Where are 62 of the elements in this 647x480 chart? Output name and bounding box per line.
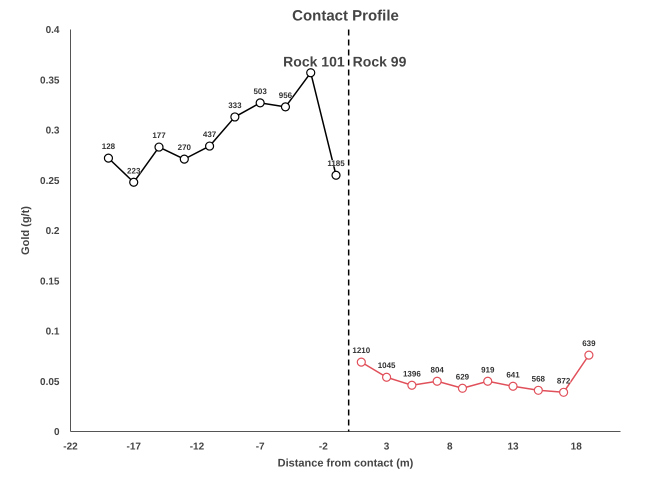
point <box>356 358 366 367</box>
annotation: 177 <box>152 131 166 140</box>
y-tick-label: 0.3 <box>46 126 60 136</box>
point <box>559 388 568 397</box>
annotation: 1210 <box>352 346 371 356</box>
annotation: 333 <box>228 100 242 110</box>
annotation: 872 <box>556 376 571 386</box>
x-tick-label: 13 <box>507 442 520 452</box>
point <box>280 102 290 112</box>
point <box>508 382 518 391</box>
annotation: 568 <box>532 374 546 384</box>
annotation: 128 <box>102 142 116 152</box>
point <box>407 380 416 390</box>
point <box>584 350 594 360</box>
x-axis-title: Distance from contact (m) <box>278 458 414 470</box>
annotation: 641 <box>506 370 520 380</box>
annotation: Rock 101 <box>283 54 345 70</box>
point <box>129 178 138 187</box>
y-tick-label: 0.15 <box>40 276 60 288</box>
x-tick-label: -12 <box>190 442 205 452</box>
point <box>331 170 341 180</box>
point <box>204 141 214 151</box>
x-tick-label: 3 <box>384 442 390 452</box>
annotation: 223 <box>127 166 141 176</box>
x-tick-label: -17 <box>126 442 142 452</box>
annotation: 503 <box>253 86 268 96</box>
x-tick-label: 8 <box>447 442 454 452</box>
y-tick-label: 0.05 <box>40 376 60 388</box>
y-tick-label: 0.35 <box>40 75 60 86</box>
annotation: 956 <box>278 90 293 100</box>
point <box>256 98 265 108</box>
y-axis-title: Gold (g/t) <box>20 206 32 255</box>
y-tick-label: 0.4 <box>46 25 60 36</box>
point <box>458 384 468 393</box>
annotation: 437 <box>202 130 217 140</box>
point <box>104 154 114 163</box>
annotation: 639 <box>582 339 596 348</box>
y-tick-label: 0.2 <box>46 226 60 237</box>
annotation: 804 <box>430 365 444 374</box>
point <box>483 376 492 386</box>
annotation: 270 <box>178 143 192 152</box>
x-tick-label: -22 <box>63 442 78 452</box>
y-tick-label: 0.1 <box>46 326 60 338</box>
x-tick-label: -7 <box>256 442 266 452</box>
point <box>432 376 442 386</box>
x-tick-label: -2 <box>318 442 328 452</box>
point <box>382 372 392 382</box>
annotation: 1185 <box>327 159 346 168</box>
y-tick-label: 0.25 <box>40 176 60 187</box>
point <box>154 142 164 152</box>
annotation: 919 <box>481 365 495 374</box>
annotation: 1396 <box>402 369 422 378</box>
point <box>180 154 189 164</box>
annotation: 629 <box>456 372 470 382</box>
point <box>306 68 316 78</box>
annotation: Rock 99 <box>352 54 407 70</box>
point <box>534 386 543 395</box>
point <box>230 112 240 122</box>
annotation: 1045 <box>378 361 396 370</box>
x-tick-label: 18 <box>570 442 582 452</box>
chart-title: Contact Profile <box>292 8 399 24</box>
y-tick-label: 0 <box>54 427 60 438</box>
